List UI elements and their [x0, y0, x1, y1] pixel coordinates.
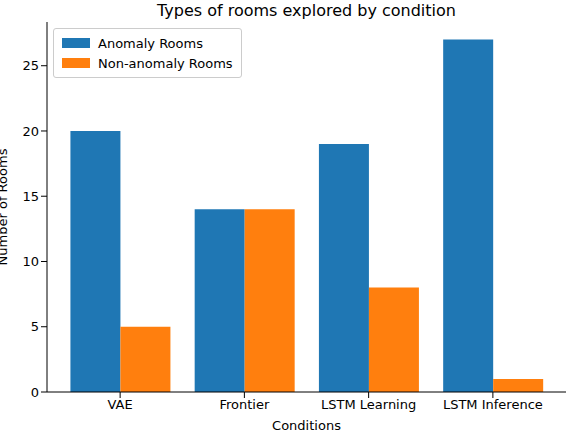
html-text:Anomaly Rooms: Anomaly Rooms [98, 35, 203, 51]
html-text:Non-anomaly Rooms: Non-anomaly Rooms [98, 55, 233, 71]
svg-text:VAE: VAE [108, 397, 133, 412]
svg-text:25: 25 [22, 58, 39, 73]
svg-text:Frontier: Frontier [219, 397, 269, 412]
svg-text:5: 5 [31, 319, 39, 334]
svg-text:LSTM Learning: LSTM Learning [321, 397, 416, 412]
svg-text:Number of Rooms: Number of Rooms [8, 148, 10, 265]
svg-text:LSTM Inference: LSTM Inference [443, 397, 543, 412]
html-text:Types of rooms explored by con: Types of rooms explored by condition [157, 1, 456, 20]
svg-text:15: 15 [22, 189, 39, 204]
svg-text:0: 0 [31, 385, 39, 400]
svg-text:20: 20 [22, 124, 39, 139]
svg-text:10: 10 [22, 254, 39, 269]
svg-text:Conditions: Conditions [272, 418, 341, 432]
